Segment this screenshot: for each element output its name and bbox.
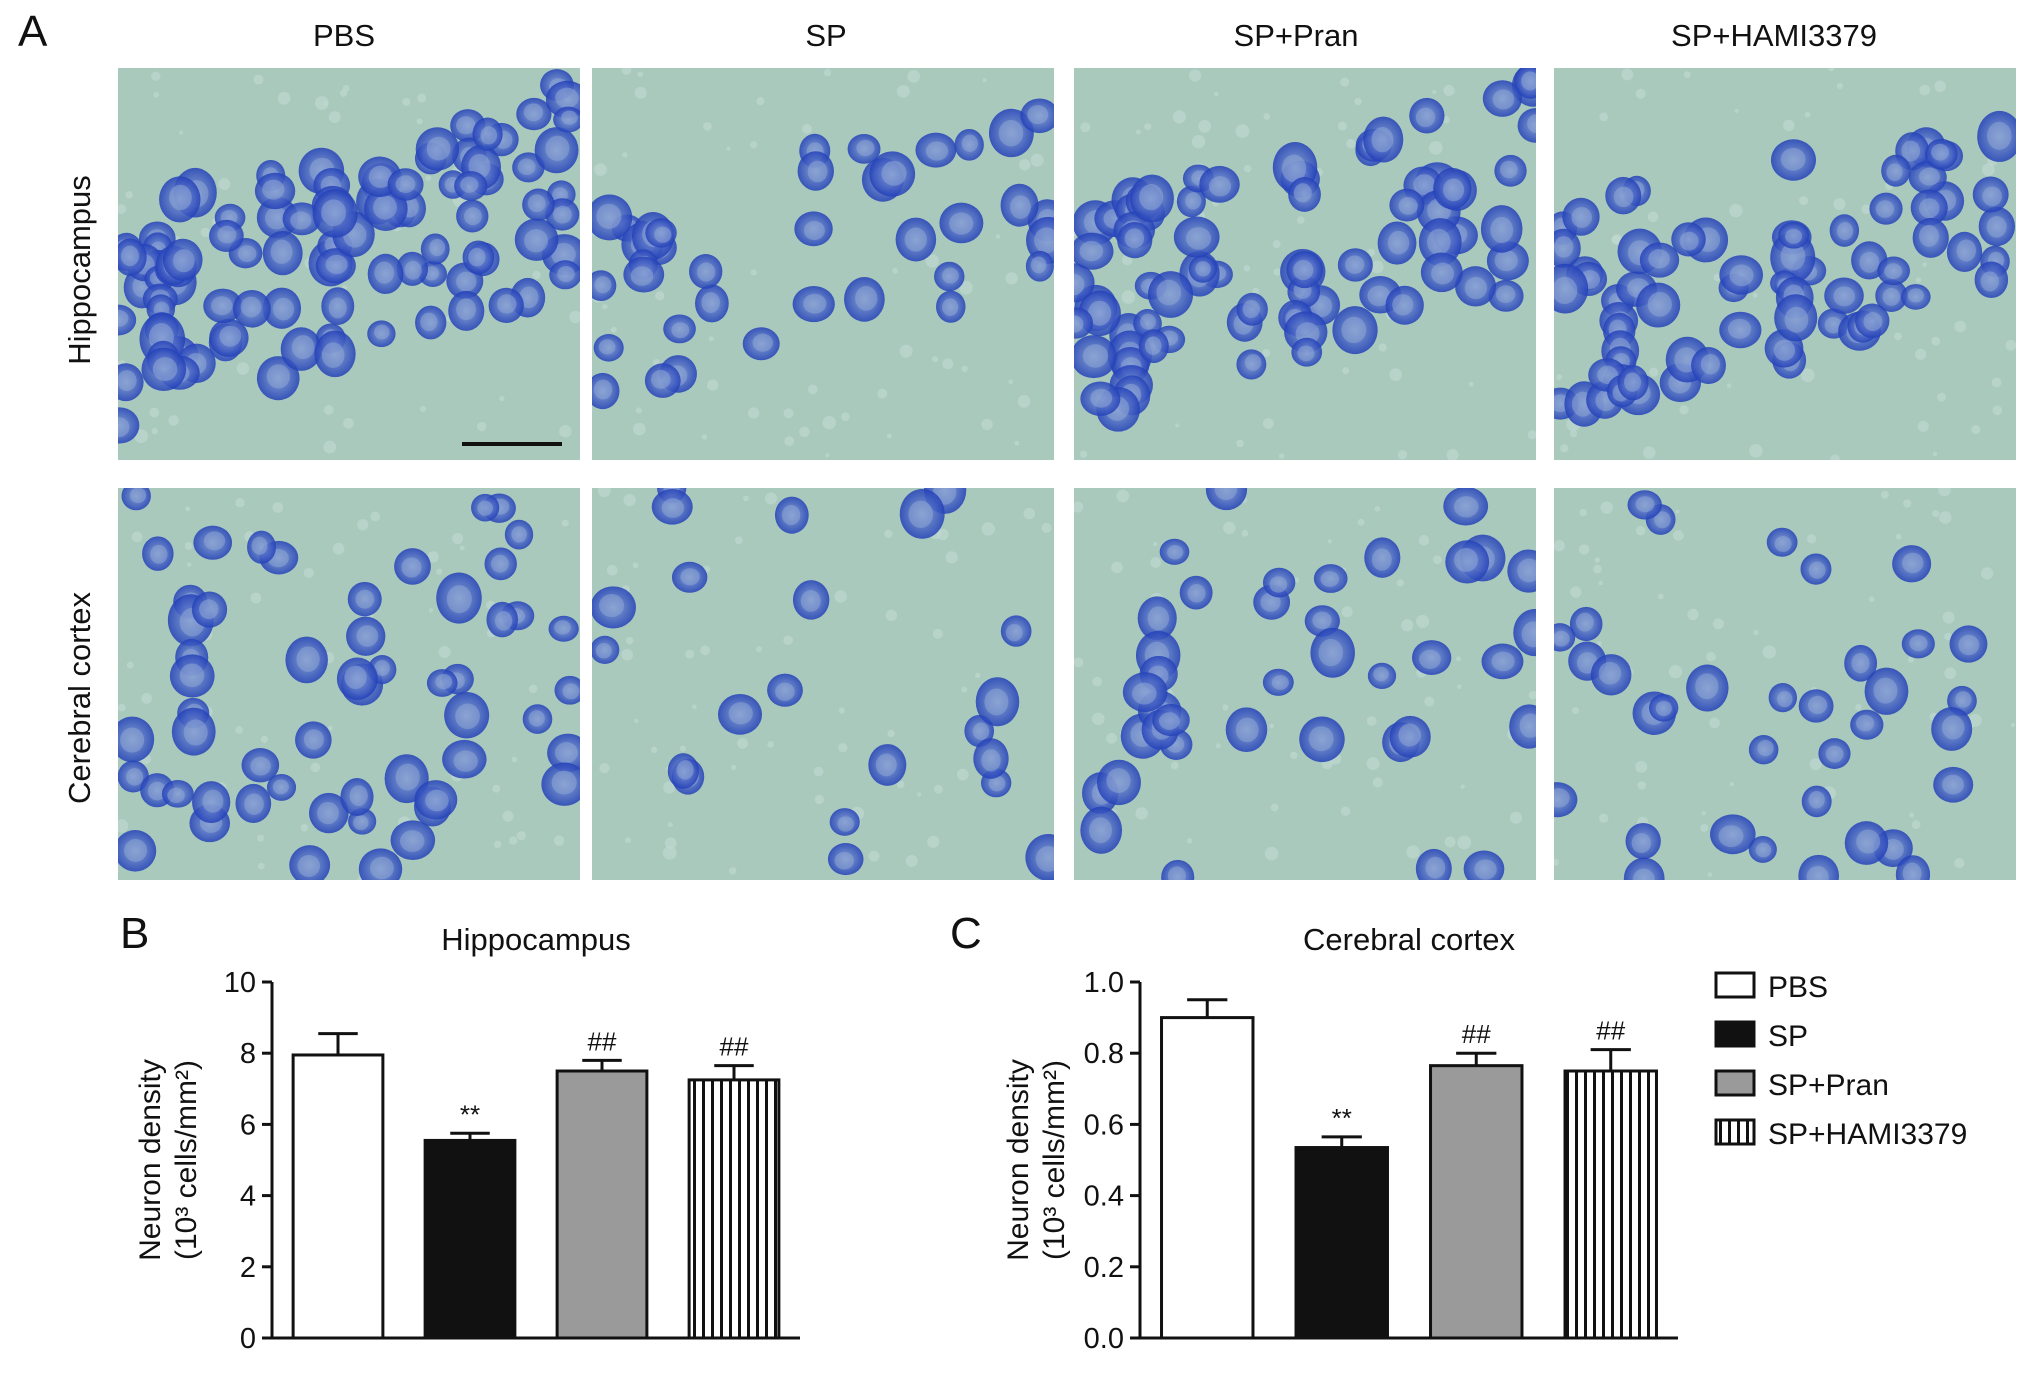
row-label-cerebral-cortex: Cerebral cortex xyxy=(62,592,97,804)
micrograph-hippocampus-pbs xyxy=(118,68,580,460)
legend-label-sp-pran: SP+Pran xyxy=(1768,1069,1889,1102)
y-tick-label: 4 xyxy=(240,1181,256,1213)
legend-label-pbs: PBS xyxy=(1768,971,1828,1004)
chart-title: Hippocampus xyxy=(441,922,631,957)
column-label-sp-pran: SP+Pran xyxy=(1234,18,1359,53)
bar-sp xyxy=(423,1138,517,1340)
y-tick-label: 6 xyxy=(240,1109,256,1141)
micrograph-grid xyxy=(118,68,2016,880)
micrograph-cortex-sp-hami3379 xyxy=(1554,488,2016,880)
chart-hippocampus: Hippocampus 0 2 4 6 8 10 Neuron density (10³ cel… xyxy=(134,922,800,1355)
y-tick-label: 0.4 xyxy=(1084,1181,1124,1213)
y-axis-label-units: (10³ cells/mm²) xyxy=(1038,1060,1071,1260)
micrograph-hippocampus-sp xyxy=(592,68,1054,460)
legend-swatch-sp xyxy=(1714,1020,1756,1048)
legend-swatch-sp-pran xyxy=(1714,1069,1756,1097)
significance-sp: ** xyxy=(1332,1103,1352,1133)
bar-sp-hami3379 xyxy=(687,1078,781,1340)
panel-a-letter: A xyxy=(18,7,48,56)
column-label-sp-hami3379: SP+HAMI3379 xyxy=(1671,18,1877,53)
legend-label-sp-hami3379: SP+HAMI3379 xyxy=(1768,1118,1967,1151)
y-axis-label-units: (10³ cells/mm²) xyxy=(170,1060,203,1260)
y-axis-label: Neuron density xyxy=(134,1059,167,1261)
y-tick-label: 10 xyxy=(224,967,256,999)
micrograph-cortex-sp-pran xyxy=(1074,488,1536,880)
bar-pbs xyxy=(291,1053,385,1340)
micrograph-cortex-sp xyxy=(592,488,1054,880)
y-axis-label: Neuron density xyxy=(1002,1059,1035,1261)
y-tick-label: 1.0 xyxy=(1084,967,1124,999)
micrograph-cortex-pbs xyxy=(118,488,580,880)
y-tick-label: 0.8 xyxy=(1084,1038,1124,1070)
y-tick-label: 0.0 xyxy=(1084,1323,1124,1355)
micrograph-hippocampus-sp-pran xyxy=(1074,68,1536,460)
column-label-sp: SP xyxy=(805,18,846,53)
bar-sp xyxy=(1294,1146,1389,1340)
chart-title: Cerebral cortex xyxy=(1303,922,1515,957)
y-tick-label: 2 xyxy=(240,1252,256,1284)
row-label-hippocampus: Hippocampus xyxy=(62,175,97,365)
legend-label-sp: SP xyxy=(1768,1020,1808,1053)
significance-sp-hami3379: ## xyxy=(720,1032,749,1062)
panel-b-letter: B xyxy=(120,909,149,958)
bar-pbs xyxy=(1160,1016,1255,1340)
column-label-pbs: PBS xyxy=(313,18,375,53)
legend: PBS SP SP+Pran SP+HAMI3379 xyxy=(1714,971,1967,1151)
panel-c-letter: C xyxy=(950,909,982,958)
y-tick-label: 0 xyxy=(240,1323,256,1355)
y-tick-label: 8 xyxy=(240,1038,256,1070)
micrograph-hippocampus-sp-hami3379 xyxy=(1554,68,2016,460)
y-tick-label: 0.6 xyxy=(1084,1109,1124,1141)
bar-sp-pran xyxy=(555,1069,649,1340)
y-tick-label: 0.2 xyxy=(1084,1252,1124,1284)
significance-sp-pran: ## xyxy=(1462,1019,1491,1049)
legend-swatch-pbs xyxy=(1714,971,1756,999)
chart-cerebral-cortex: Cerebral cortex 0.0 0.2 0.4 0.6 0.8 1.0 Neuron … xyxy=(1002,922,1678,1355)
bar-sp-hami3379 xyxy=(1563,1069,1658,1340)
significance-sp-pran: ## xyxy=(588,1026,617,1056)
significance-sp-hami3379: ## xyxy=(1596,1016,1625,1046)
bar-sp-pran xyxy=(1429,1064,1524,1340)
legend-swatch-sp-hami3379 xyxy=(1714,1118,1756,1146)
significance-sp: ** xyxy=(460,1099,480,1129)
